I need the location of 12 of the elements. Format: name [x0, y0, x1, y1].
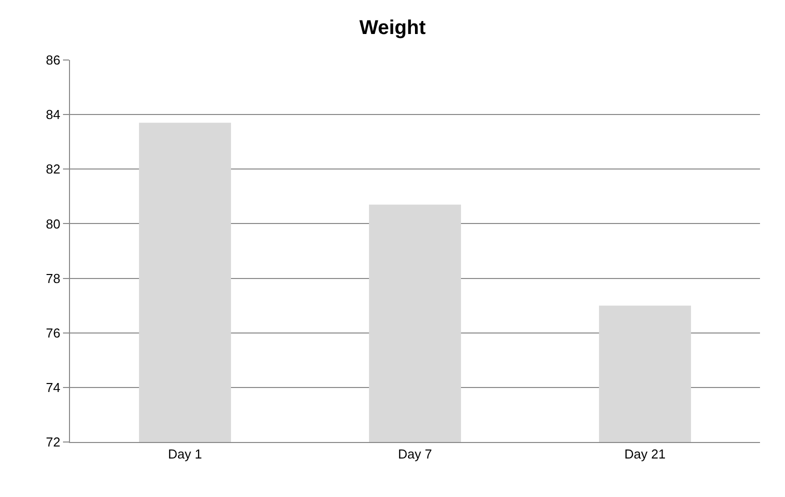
chart-title: Weight — [359, 16, 426, 39]
y-tick-label: 72 — [46, 434, 60, 450]
y-tick-label: 80 — [46, 216, 60, 232]
y-tick-label: 86 — [46, 52, 60, 68]
y-tick-label: 82 — [46, 162, 60, 177]
y-tick-label: 76 — [46, 325, 60, 340]
x-tick-label: Day 21 — [624, 446, 666, 462]
y-tick-label: 78 — [46, 270, 60, 286]
x-tick-label: Day 7 — [398, 446, 432, 462]
y-tick-label: 74 — [46, 380, 60, 395]
y-tick-label: 84 — [46, 107, 60, 122]
x-tick-label: Day 1 — [168, 446, 202, 462]
